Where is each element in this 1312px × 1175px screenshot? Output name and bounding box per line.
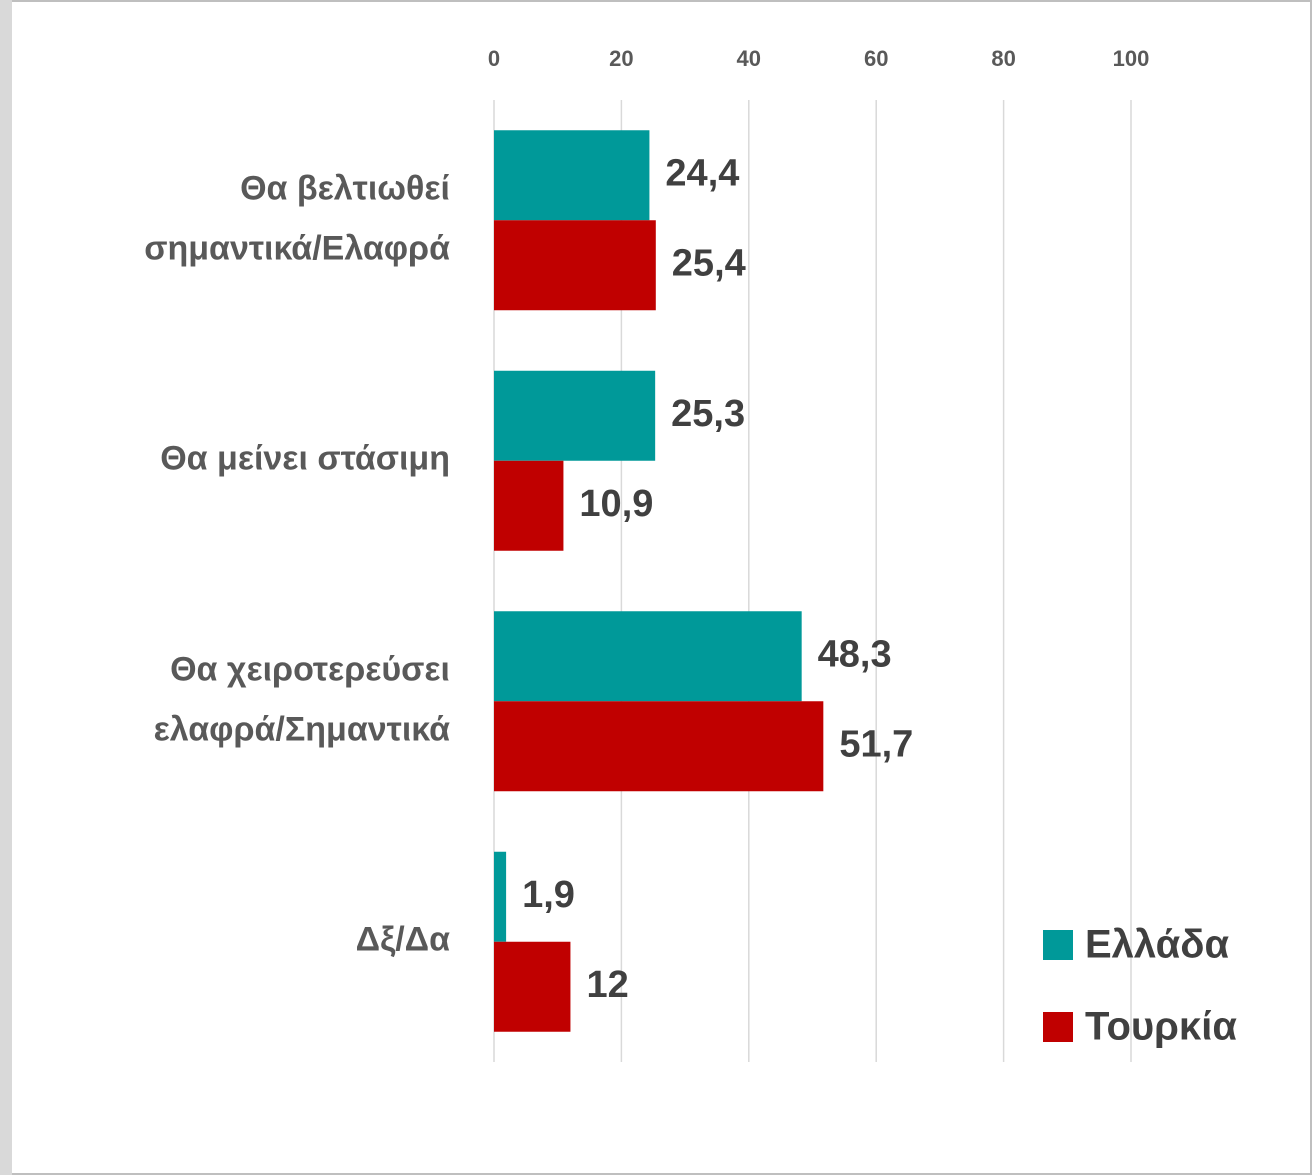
bar bbox=[494, 851, 507, 942]
data-label: 48,3 bbox=[818, 633, 892, 675]
data-label: 1,9 bbox=[522, 874, 575, 916]
legend-swatch bbox=[1043, 1012, 1073, 1042]
bar bbox=[494, 941, 571, 1032]
data-label: 51,7 bbox=[839, 723, 913, 765]
frame-edge bbox=[0, 0, 12, 1175]
data-label: 12 bbox=[586, 964, 628, 1006]
data-label: 10,9 bbox=[579, 483, 653, 525]
y-tick-label: Θα χειροτερεύσει ελαφρά/Σημαντικά bbox=[154, 650, 450, 748]
bar bbox=[494, 220, 656, 311]
data-label: 24,4 bbox=[665, 152, 739, 194]
legend-label: Ελλάδα bbox=[1085, 923, 1230, 967]
legend-label: Τουρκία bbox=[1085, 1005, 1237, 1049]
x-tick-label: 20 bbox=[609, 46, 633, 71]
y-tick-label: Δξ/Δα bbox=[356, 921, 450, 959]
bar bbox=[494, 370, 656, 461]
bar bbox=[494, 701, 824, 792]
data-label: 25,4 bbox=[672, 242, 746, 284]
bar bbox=[494, 611, 802, 702]
bar bbox=[494, 460, 564, 551]
x-tick-label: 0 bbox=[488, 46, 500, 71]
legend-swatch bbox=[1043, 930, 1073, 960]
bar bbox=[494, 130, 650, 221]
x-tick-label: 100 bbox=[1113, 46, 1150, 71]
y-tick-label: Θα βελτιωθεί σημαντικά/Ελαφρά bbox=[144, 169, 450, 267]
data-label: 25,3 bbox=[671, 393, 745, 435]
x-tick-label: 80 bbox=[991, 46, 1015, 71]
x-tick-label: 40 bbox=[737, 46, 761, 71]
x-tick-label: 60 bbox=[864, 46, 888, 71]
y-tick-label: Θα μείνει στάσιμη bbox=[160, 440, 450, 478]
